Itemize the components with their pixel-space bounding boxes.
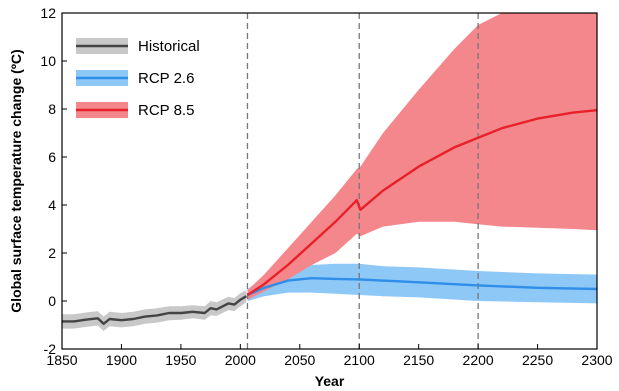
series-lines [62,109,598,325]
x-tick-label: 1850 [46,352,77,368]
historical-line [62,295,247,325]
rcp-8-5-line [246,109,598,297]
x-axis-title: Year [315,373,345,389]
historical-band [62,290,247,331]
y-tick-label: 8 [48,101,56,117]
legend-label: RCP 2.6 [138,70,194,87]
y-tick-label: -2 [44,341,57,357]
y-tick-label: 0 [48,293,56,309]
x-tick-label: 2050 [284,352,315,368]
x-tick-label: 1900 [106,352,137,368]
y-tick-label: 4 [48,197,56,213]
x-tick-label: 2000 [225,352,256,368]
uncertainty-bands [62,13,597,331]
y-tick-label: 6 [48,149,56,165]
rcp-2-6-line [247,277,598,297]
axis-ticks: 1850 1900 1950 2000 2050 2100 2150 2200 2250 2300… [40,5,612,368]
x-tick-label: 2150 [403,352,434,368]
x-tick-label: 1950 [165,352,196,368]
rcp-8-5-band [247,13,597,300]
y-axis-title: Global surface temperature change (ºC) [8,49,24,312]
legend-label: Historical [138,38,200,55]
x-tick-label: 2300 [581,352,612,368]
reference-lines [246,13,479,349]
y-tick-label: 2 [48,245,56,261]
y-tick-label: 10 [40,53,56,69]
legend-label: RCP 8.5 [138,102,194,119]
x-tick-label: 2200 [463,352,494,368]
x-tick-label: 2100 [344,352,375,368]
legend: Historical RCP 2.6 RCP 8.5 [76,38,200,119]
plot-frame [61,12,598,350]
x-tick-label: 2250 [522,352,553,368]
y-tick-label: 12 [40,5,56,21]
